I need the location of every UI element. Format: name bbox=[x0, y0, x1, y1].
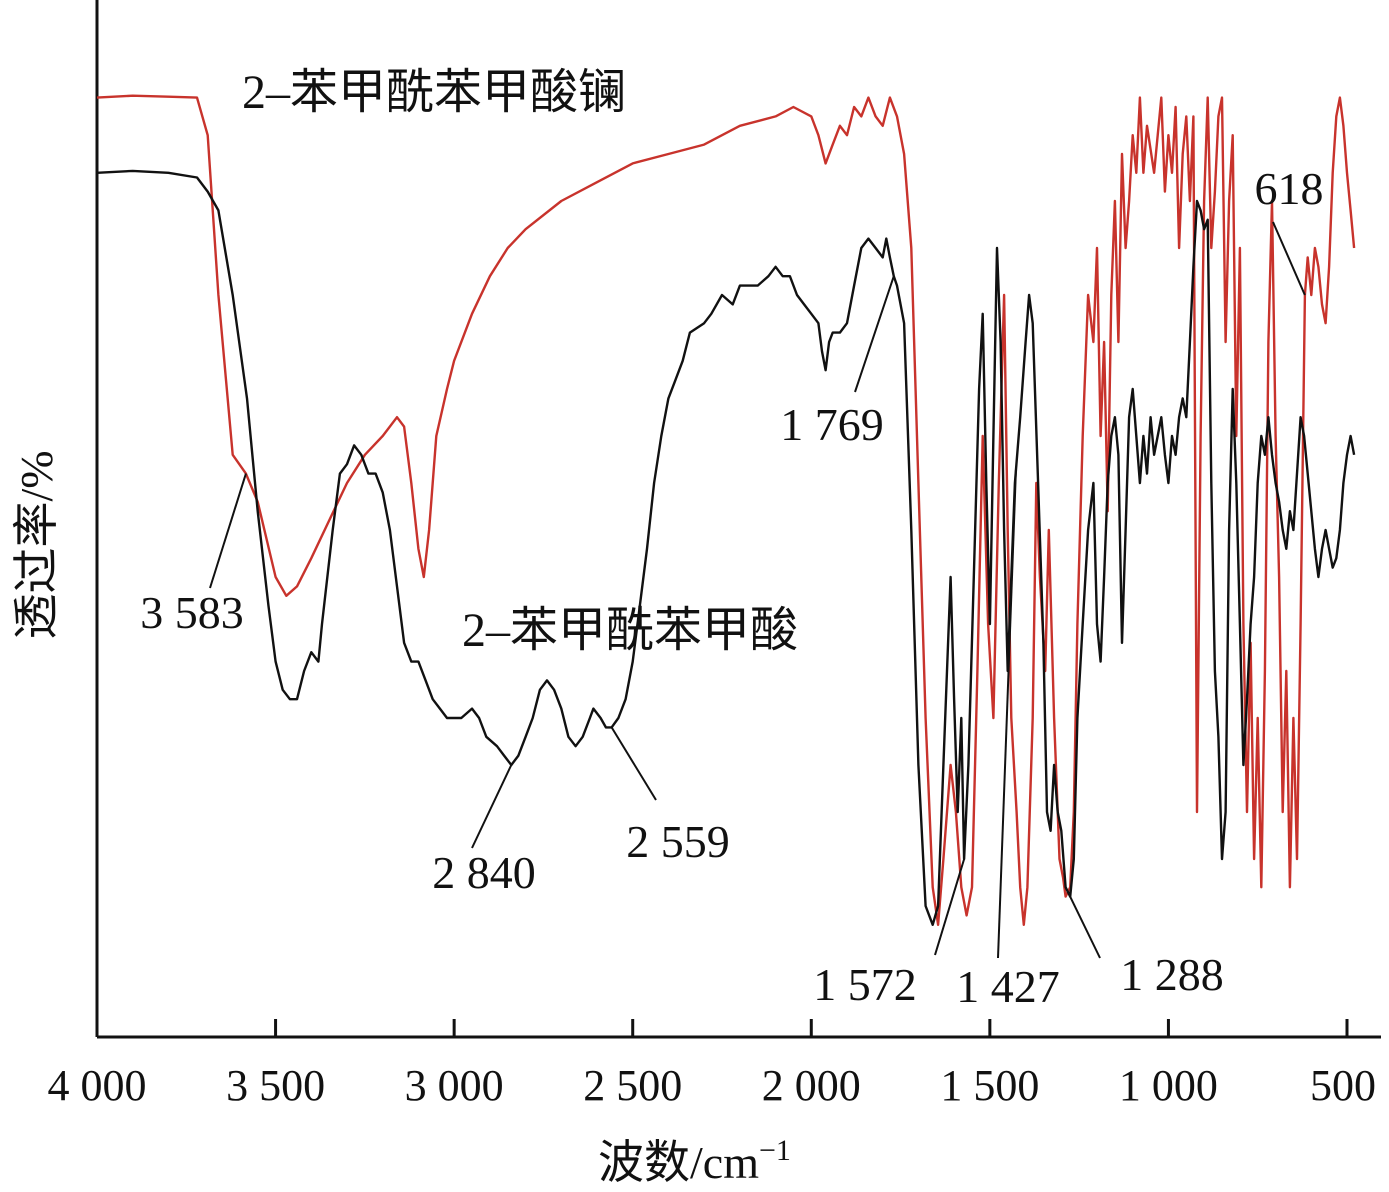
annotation-group: 3 583 2 840 2 559 1 769 1 572 1 427 1 288 618 bbox=[140, 163, 1323, 1012]
x-axis-title-sup: −1 bbox=[759, 1134, 791, 1167]
annotation-leader-618 bbox=[1272, 221, 1306, 296]
series-line-acid bbox=[96, 169, 1356, 926]
annotation-leader-2559 bbox=[610, 726, 657, 801]
annotation-leader-3583 bbox=[209, 473, 247, 589]
x-axis-title-main: 波数/cm bbox=[598, 1137, 759, 1188]
annotation-leader-2840 bbox=[471, 764, 513, 849]
annotation-label-2559: 2 559 bbox=[626, 816, 730, 867]
annotation-label-618: 618 bbox=[1255, 163, 1324, 214]
x-tick-label: 2 000 bbox=[762, 1061, 861, 1110]
annotation-leader-1572 bbox=[934, 858, 966, 956]
series-group bbox=[96, 94, 1356, 926]
annotation-leader-1769 bbox=[854, 275, 895, 393]
x-tick-label: 2 500 bbox=[583, 1061, 682, 1110]
annotation-label-2840: 2 840 bbox=[432, 847, 536, 898]
x-tick-label: 1 500 bbox=[940, 1061, 1039, 1110]
x-tick-label: 4 000 bbox=[48, 1061, 147, 1110]
annotation-leader-1288 bbox=[1064, 886, 1101, 959]
series-label-lanthanum: 2–苯甲酰苯甲酸镧 bbox=[242, 66, 626, 119]
x-tick-label: 3 000 bbox=[405, 1061, 504, 1110]
series-label-acid: 2–苯甲酰苯甲酸 bbox=[462, 604, 798, 657]
annotation-label-3583: 3 583 bbox=[140, 587, 244, 638]
x-tick-label: 1 000 bbox=[1119, 1061, 1218, 1110]
x-tick-label: 3 500 bbox=[226, 1061, 325, 1110]
annotation-leader-1427 bbox=[997, 469, 1017, 959]
annotation-label-1769: 1 769 bbox=[780, 399, 884, 450]
x-ticks: 4 000 3 500 3 000 2 500 2 000 1 500 1 000 500 bbox=[48, 1019, 1376, 1110]
annotation-label-1572: 1 572 bbox=[813, 959, 917, 1010]
x-tick-label: 500 bbox=[1310, 1061, 1376, 1110]
x-axis-title: 波数/cm−1 bbox=[598, 1134, 791, 1188]
series-line-lanthanum bbox=[96, 94, 1356, 926]
plot-area: 4 000 3 500 3 000 2 500 2 000 1 500 1 000 500 3… bbox=[48, 0, 1381, 1110]
annotation-label-1288: 1 288 bbox=[1120, 949, 1224, 1000]
y-axis-title: 透过率/% bbox=[11, 450, 62, 639]
annotation-label-1427: 1 427 bbox=[956, 961, 1060, 1012]
